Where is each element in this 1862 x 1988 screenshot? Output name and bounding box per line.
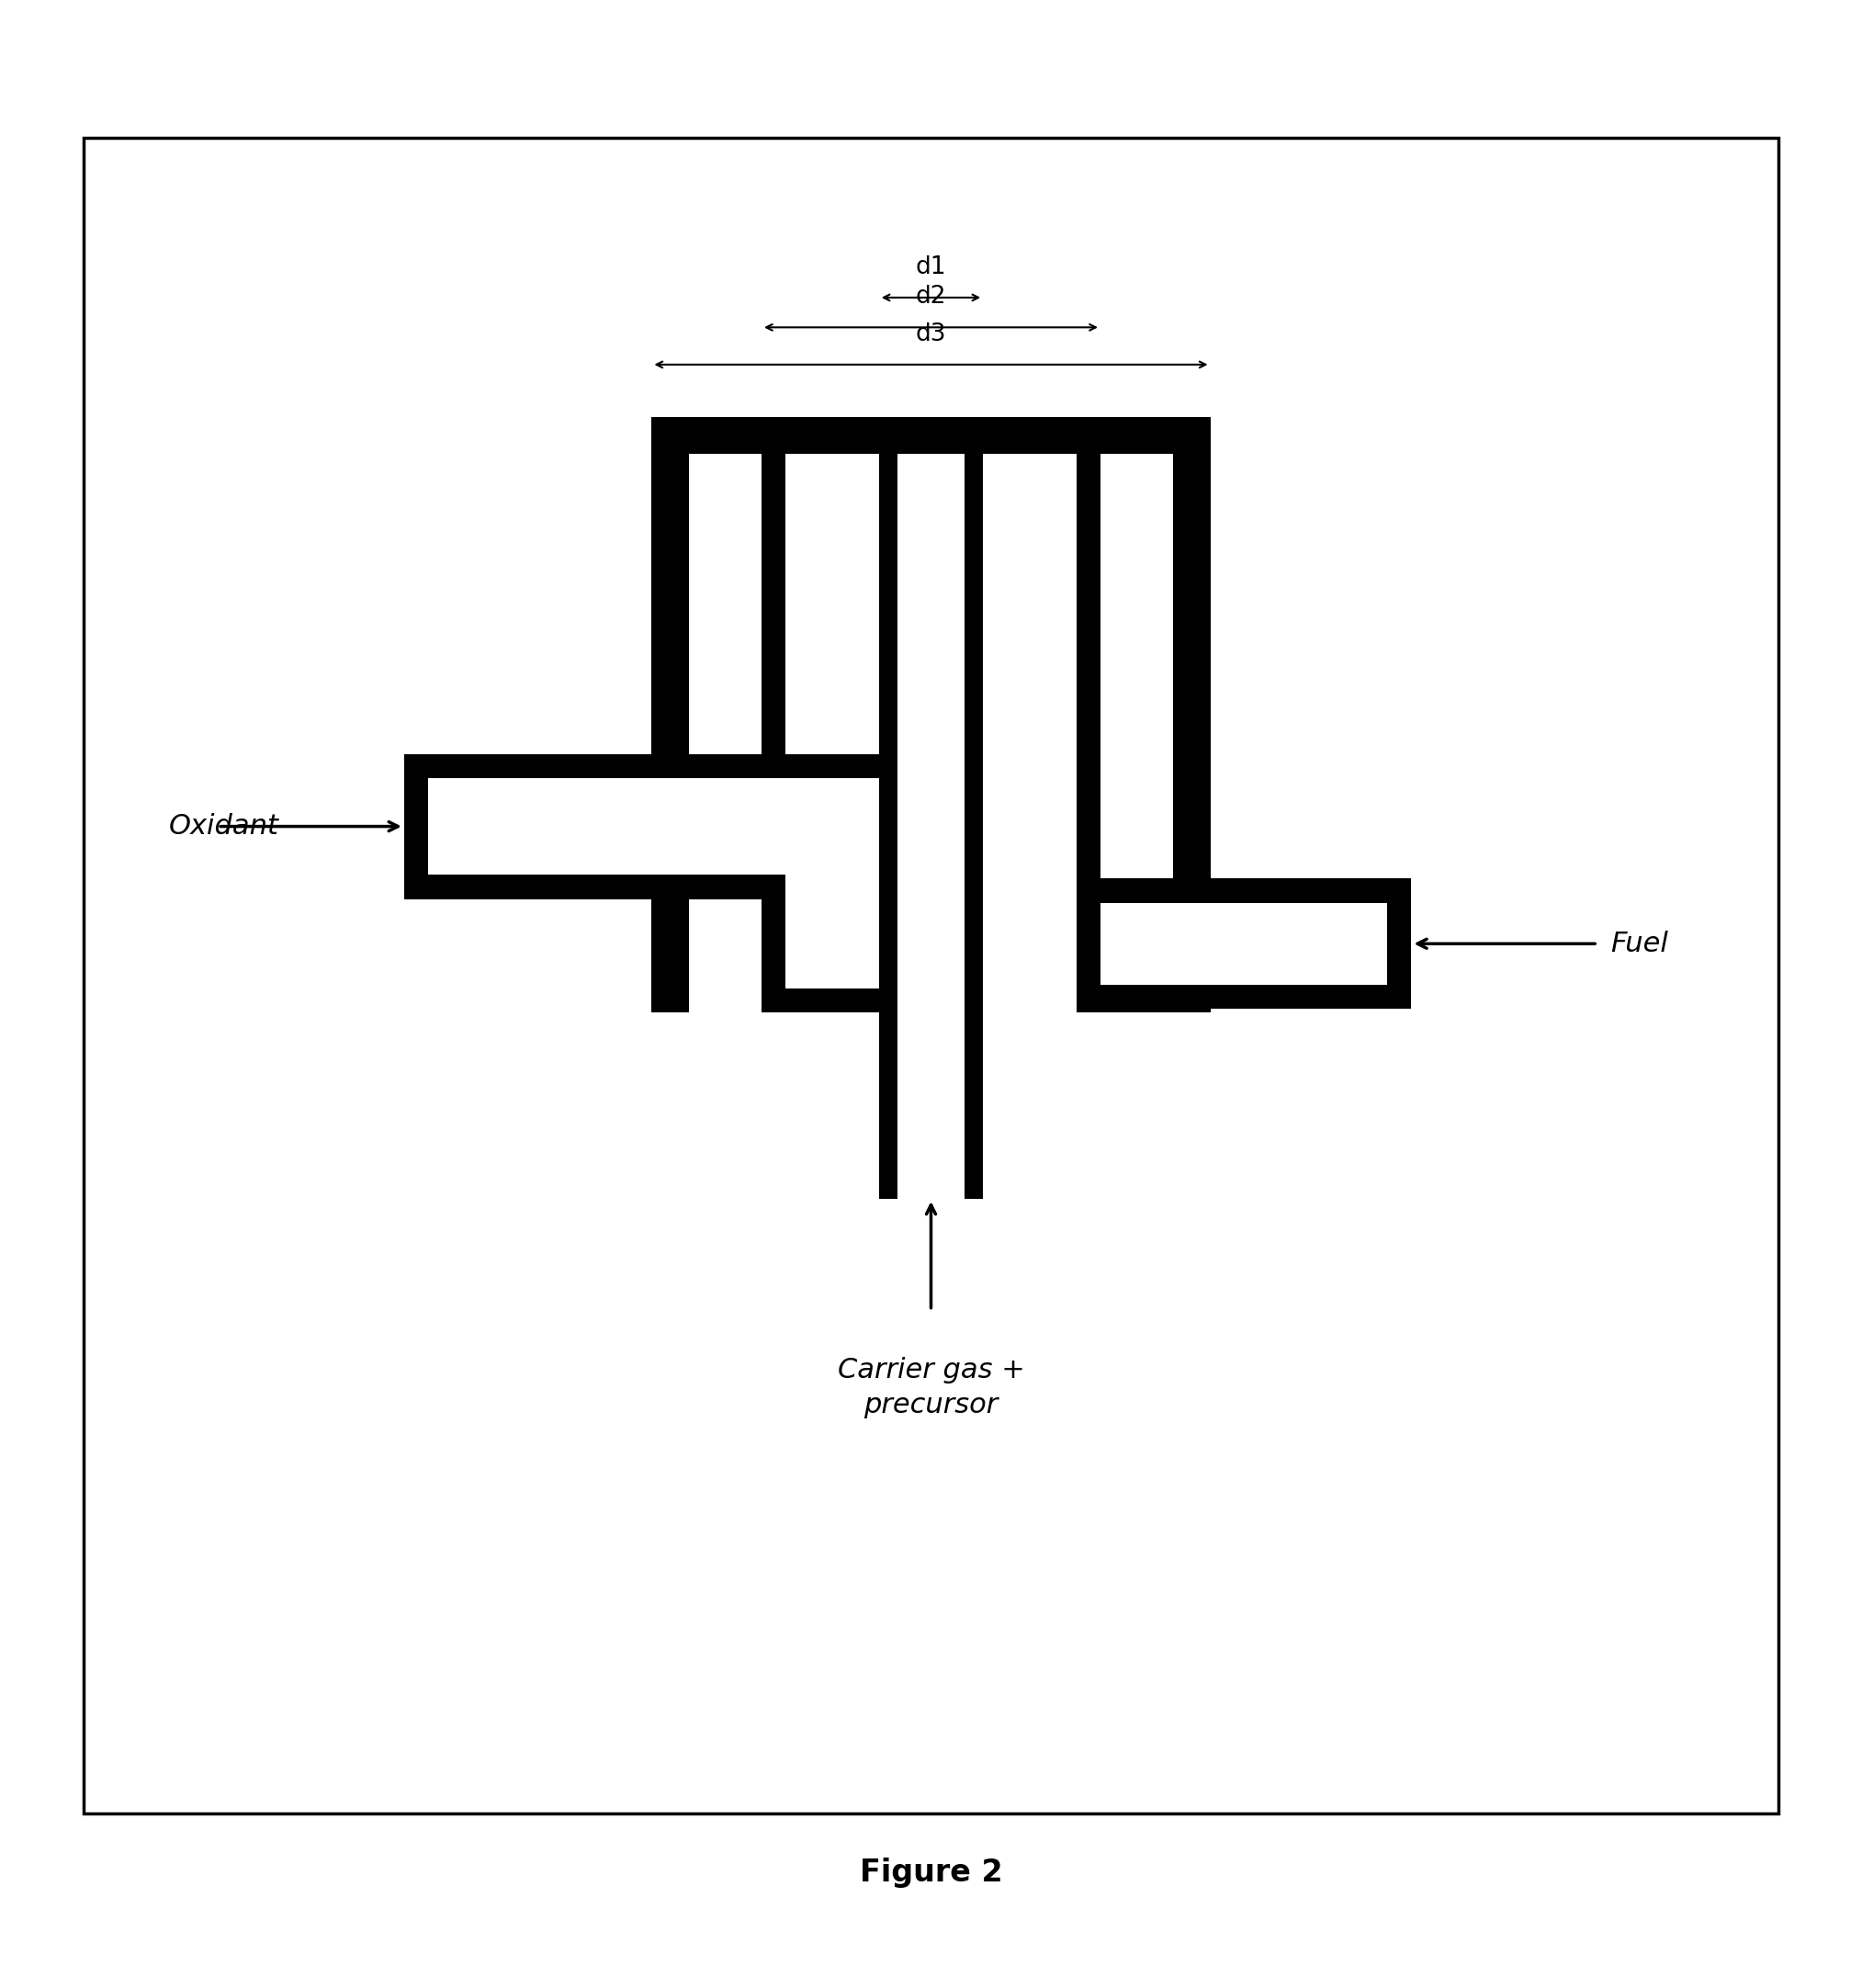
Bar xyxy=(428,777,897,875)
Bar xyxy=(762,453,786,1012)
Bar xyxy=(428,777,879,875)
Bar xyxy=(404,753,428,899)
Bar xyxy=(1125,453,1173,879)
Bar xyxy=(1125,984,1173,988)
Text: Carrier gas +
precursor: Carrier gas + precursor xyxy=(838,1358,1024,1419)
Bar xyxy=(652,453,689,1012)
Bar xyxy=(652,417,1210,453)
Bar xyxy=(652,417,1210,453)
Bar xyxy=(879,453,897,1199)
Bar xyxy=(762,988,897,1012)
Bar xyxy=(786,875,879,964)
Bar xyxy=(1076,453,1100,1012)
Bar xyxy=(1100,879,1387,903)
Bar xyxy=(1076,453,1100,1012)
Bar xyxy=(404,753,428,899)
Bar xyxy=(762,988,897,1012)
Bar xyxy=(428,753,897,777)
Text: d2: d2 xyxy=(916,284,946,308)
Bar xyxy=(1100,984,1387,1008)
Bar xyxy=(652,453,689,1012)
Bar xyxy=(1387,879,1411,1008)
Bar xyxy=(965,453,983,1199)
Text: Fuel: Fuel xyxy=(1611,930,1668,956)
Bar xyxy=(1100,879,1387,903)
Bar xyxy=(1173,453,1210,1012)
Bar xyxy=(1125,964,1173,984)
Bar xyxy=(1100,984,1387,1008)
Bar xyxy=(428,875,786,899)
Bar xyxy=(1100,984,1125,988)
Bar xyxy=(762,875,786,988)
Bar xyxy=(786,453,879,777)
Bar xyxy=(1100,453,1173,1012)
Text: d3: d3 xyxy=(916,322,946,346)
Bar xyxy=(428,753,897,777)
Bar xyxy=(897,453,965,1199)
Bar xyxy=(903,1181,959,1199)
Bar xyxy=(879,453,897,1199)
Text: Oxidant: Oxidant xyxy=(169,813,279,839)
Bar xyxy=(1076,988,1173,1012)
Bar xyxy=(762,453,786,1012)
Bar xyxy=(1173,453,1210,1012)
Bar xyxy=(1100,903,1387,984)
Text: Figure 2: Figure 2 xyxy=(860,1857,1002,1889)
Bar xyxy=(965,453,983,1199)
Bar xyxy=(689,453,762,1012)
Bar xyxy=(1100,984,1125,988)
Bar xyxy=(1387,879,1411,1008)
Bar xyxy=(428,875,786,899)
Bar xyxy=(897,453,965,1199)
Bar xyxy=(1076,988,1173,1012)
Bar xyxy=(762,875,786,988)
Text: d1: d1 xyxy=(916,254,946,278)
Bar xyxy=(1125,903,1387,984)
